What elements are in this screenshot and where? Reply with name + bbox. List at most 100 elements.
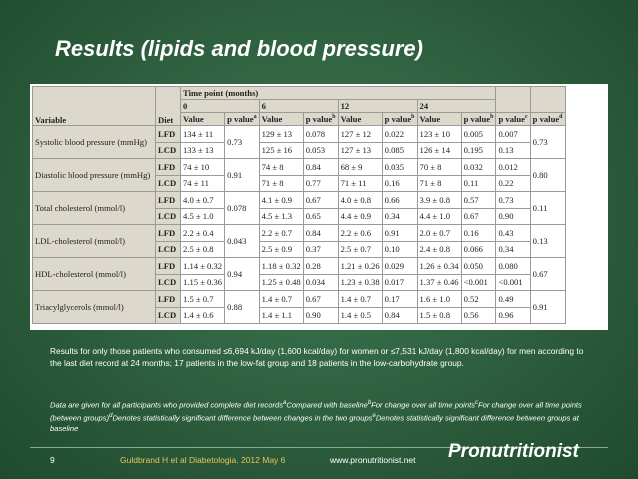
value-cell: 1.5 ± 0.7 [179, 290, 226, 308]
value-cell: 0.066 [460, 240, 497, 258]
page-number: 9 [50, 455, 55, 465]
value-cell: 0.022 [381, 125, 418, 143]
diet-cell: LFD [155, 158, 181, 176]
value-cell: 133 ± 13 [179, 141, 226, 159]
value-cell: 0.52 [460, 290, 497, 308]
value-cell: 0.050 [460, 257, 497, 275]
value-cell: 0.078 [302, 125, 339, 143]
value-cell: 0.57 [460, 191, 497, 209]
value-cell: 3.9 ± 0.8 [416, 191, 462, 209]
value-cell: 0.195 [460, 141, 497, 159]
value-cell: 2.2 ± 0.7 [258, 224, 304, 242]
value-cell: 4.5 ± 1.3 [258, 207, 304, 225]
value-cell: 1.4 ± 0.6 [179, 306, 226, 324]
value-cell: 0.77 [302, 174, 339, 192]
note-mark: d [109, 412, 113, 419]
notes: Data are given for all participants who … [50, 398, 595, 434]
p-value-label: p value [463, 114, 491, 124]
value-cell: 2.5 ± 0.8 [179, 240, 226, 258]
p-value-label: p value [227, 114, 254, 124]
header-cell: Diet [155, 86, 181, 126]
superscript: c [524, 114, 528, 121]
header-cell: Value [337, 112, 383, 126]
value-cell: 129 ± 13 [258, 125, 304, 143]
p-baseline-cell: 0.043 [224, 224, 260, 258]
time-header: 0 [180, 99, 260, 113]
value-cell: 0.085 [381, 141, 418, 159]
value-cell: 0.28 [302, 257, 339, 275]
value-cell: 2.5 ± 0.9 [258, 240, 304, 258]
value-cell: 134 ± 11 [179, 125, 226, 143]
value-cell: 1.4 ± 0.5 [337, 306, 383, 324]
url: www.pronutritionist.net [330, 455, 416, 465]
value-cell: 0.90 [495, 207, 531, 225]
value-cell: 1.26 ± 0.34 [416, 257, 462, 275]
superscript: b [490, 114, 494, 121]
value-cell: 0.012 [495, 158, 531, 176]
p-baseline-cell: 0.078 [224, 191, 260, 225]
value-cell: <0.001 [460, 273, 497, 291]
value-cell: 2.2 ± 0.4 [179, 224, 226, 242]
superscript: b [332, 114, 336, 121]
value-cell: 2.4 ± 0.8 [416, 240, 462, 258]
value-cell: 0.16 [381, 174, 418, 192]
value-cell: 1.37 ± 0.46 [416, 273, 462, 291]
value-cell: 0.84 [302, 158, 339, 176]
diet-cell: LFD [155, 257, 181, 275]
value-cell: 0.17 [381, 290, 418, 308]
p-between-cell: 0.91 [529, 290, 566, 324]
value-cell: 0.017 [381, 273, 418, 291]
value-cell: 74 ± 11 [179, 174, 226, 192]
header-cell: Value [179, 112, 226, 126]
value-cell: 127 ± 13 [337, 141, 383, 159]
diet-cell: LCD [155, 207, 181, 225]
caption: Results for only those patients who cons… [50, 346, 584, 368]
header-row: Variable Diet Time point (months) [32, 86, 566, 126]
header-cell: p valueb [381, 112, 418, 126]
superscript: b [411, 114, 415, 121]
value-cell: 1.23 ± 0.38 [337, 273, 383, 291]
p-baseline-cell: 0.94 [224, 257, 260, 291]
p-baseline-cell: 0.88 [224, 290, 260, 324]
note-mark: a [283, 400, 287, 406]
value-cell: 0.053 [302, 141, 339, 159]
data-row: HDL-cholesterol (mmol/l) LFD 1.14 ± 0.32 0.… [32, 257, 566, 291]
header-cell: p valuea [224, 112, 260, 126]
value-cell: 126 ± 14 [416, 141, 462, 159]
variable-cell: LDL-cholesterol (mmol/l) [32, 224, 156, 258]
value-cell: 4.4 ± 1.0 [416, 207, 462, 225]
value-cell: 0.91 [381, 224, 418, 242]
results-table: Variable Diet Time point (months) 0 6 12 24 Val… [32, 86, 566, 324]
p-between-cell: 0.11 [529, 191, 566, 225]
variable-cell: Total cholesterol (mmol/l) [32, 191, 156, 225]
superscript: d [559, 114, 563, 121]
time-header: 12 [337, 99, 418, 113]
diet-cell: LFD [155, 191, 181, 209]
header-cell: p valueb [460, 112, 497, 126]
variable-cell: Systolic blood pressure (mmHg) [32, 125, 156, 159]
value-cell: 0.66 [381, 191, 418, 209]
value-cell: 125 ± 16 [258, 141, 304, 159]
data-row: LCD 1.4 ± 0.6 1.4 ± 1.1 0.90 1.4 ± 0.5 0.84 1.… [33, 306, 566, 324]
value-cell: 0.96 [495, 306, 531, 324]
value-cell: 0.37 [302, 240, 339, 258]
diet-cell: LFD [155, 224, 181, 242]
p-value-label: p value [305, 114, 333, 124]
diet-cell: LCD [155, 306, 181, 324]
value-cell: 0.49 [495, 290, 531, 308]
value-cell: 4.5 ± 1.0 [179, 207, 226, 225]
p-baseline-cell: 0.91 [224, 158, 260, 192]
data-row: Diastolic blood pressure (mmHg) LFD 74 ± 1… [32, 158, 566, 192]
p-baseline-cell: 0.73 [224, 125, 260, 159]
value-cell: 0.16 [460, 224, 497, 242]
note-text: For change over all time points (between… [50, 400, 582, 423]
value-cell: 0.67 [302, 191, 339, 209]
value-cell: 1.6 ± 1.0 [416, 290, 462, 308]
value-cell: 0.035 [381, 158, 418, 176]
slide-title: Results (lipids and blood pressure) [55, 36, 423, 61]
value-cell: 4.0 ± 0.7 [179, 191, 226, 209]
value-cell: 1.21 ± 0.26 [337, 257, 383, 275]
p-value-label: p value [384, 114, 412, 124]
data-row: Total cholesterol (mmol/l) LFD 4.0 ± 0.7 0.… [32, 191, 566, 225]
